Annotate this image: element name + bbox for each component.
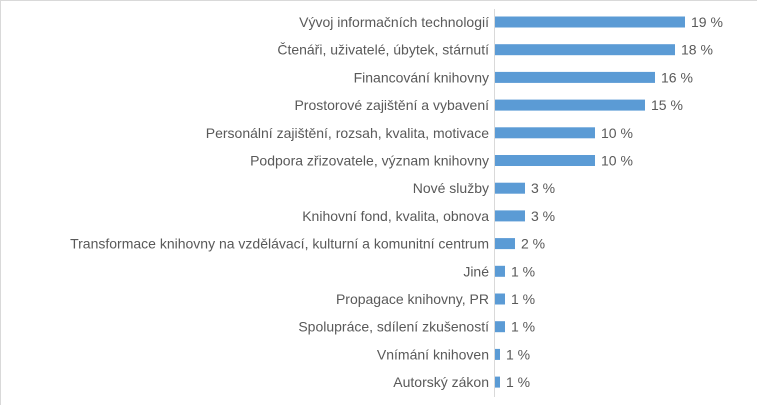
data-label: 18 %: [681, 42, 713, 58]
data-label: 10 %: [601, 125, 633, 141]
bar: [495, 127, 595, 139]
data-label: 1 %: [511, 263, 535, 279]
bar: [495, 16, 685, 28]
data-label: 1 %: [511, 291, 535, 307]
bar: [495, 210, 525, 222]
bar: [495, 293, 505, 305]
category-label: Personální zajištění, rozsah, kvalita, m…: [206, 125, 489, 141]
data-label: 3 %: [531, 180, 555, 196]
category-label: Podpora zřizovatele, význam knihovny: [250, 153, 489, 169]
category-label: Prostorové zajištění a vybavení: [294, 97, 489, 113]
data-label: 15 %: [651, 97, 683, 113]
bar: [495, 265, 505, 277]
bar: [495, 182, 525, 194]
category-label: Transformace knihovny na vzdělávací, kul…: [70, 236, 489, 252]
bar: [495, 238, 515, 250]
data-label: 2 %: [521, 236, 545, 252]
data-label: 1 %: [506, 374, 530, 390]
category-label: Vnímání knihoven: [377, 346, 489, 362]
category-label: Nové služby: [413, 180, 489, 196]
category-label: Vývoj informačních technologií: [299, 14, 489, 30]
category-label: Jiné: [463, 263, 489, 279]
category-label: Knihovní fond, kvalita, obnova: [302, 208, 489, 224]
data-label: 16 %: [661, 69, 693, 85]
bar: [495, 155, 595, 166]
category-label: Čtenáři, uživatelé, úbytek, stárnutí: [277, 42, 489, 58]
data-label: 10 %: [601, 153, 633, 169]
bar: [495, 99, 645, 111]
bar: [495, 376, 500, 388]
category-label: Propagace knihovny, PR: [336, 291, 489, 307]
bar: [495, 348, 500, 360]
data-label: 3 %: [531, 208, 555, 224]
category-label: Autorský zákon: [393, 374, 489, 390]
bar: [495, 321, 505, 333]
data-label: 19 %: [691, 14, 723, 30]
data-label: 1 %: [511, 319, 535, 335]
bar: [495, 44, 675, 56]
category-label: Financování knihovny: [354, 69, 489, 85]
data-label: 1 %: [506, 346, 530, 362]
category-label: Spolupráce, sdílení zkušeností: [298, 319, 489, 335]
bar: [495, 71, 655, 83]
